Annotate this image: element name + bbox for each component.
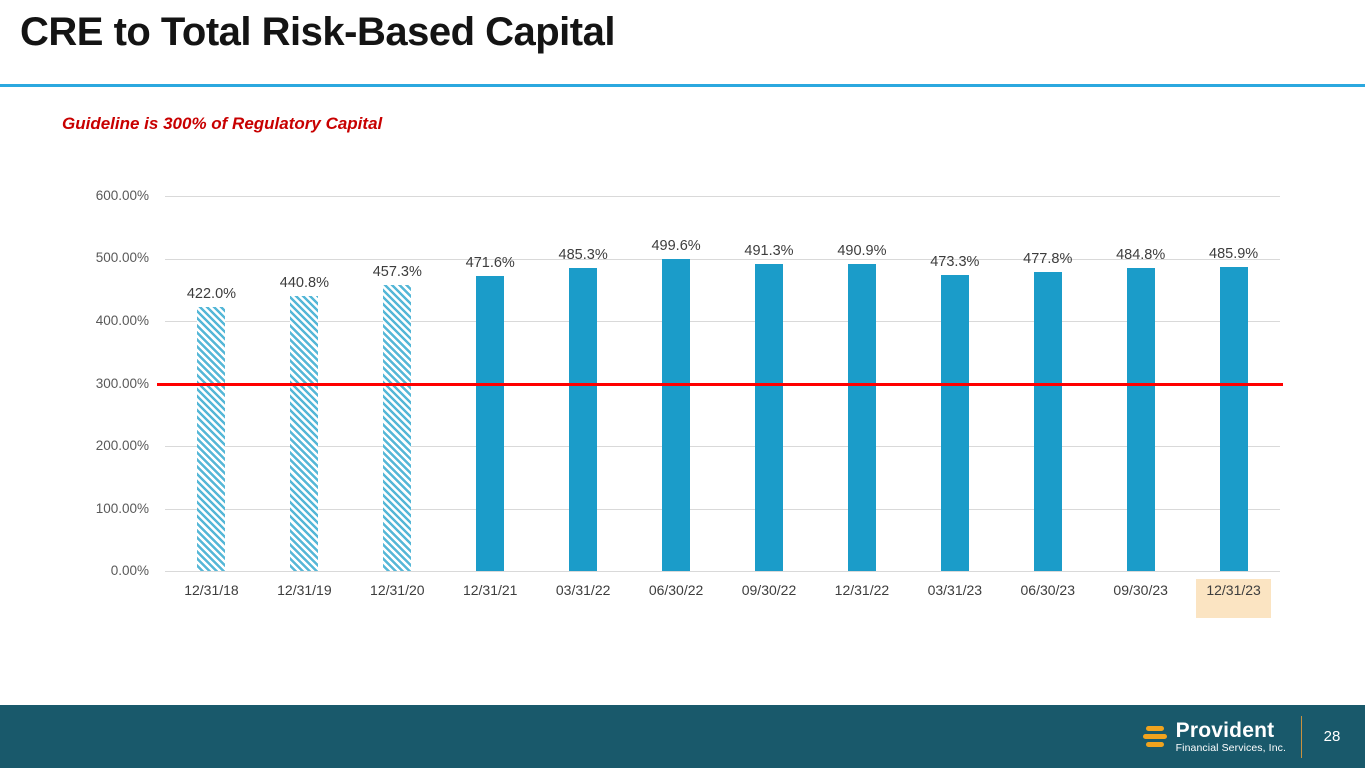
x-axis-label: 03/31/22 [555,582,611,598]
bar-value-label: 491.3% [744,242,794,259]
bar [754,263,783,571]
x-axis: 12/31/18 12/31/19 12/31/20 12/31/21 03/31/22… [165,579,1280,618]
bar-group: 477.8% [1001,196,1094,571]
bars: 422.0% 440.8% 457.3% 471.6% 485.3% 499.6% 491.… [165,196,1280,571]
title-divider [0,84,1365,87]
gridline [165,508,1280,510]
x-axis-slot: 09/30/22 [723,582,816,600]
x-axis-slot: 03/31/23 [908,582,1001,600]
bar-group: 485.9% [1187,196,1280,571]
y-tick-label: 200.00% [95,437,149,453]
provident-logo-text: Provident Financial Services, Inc. [1176,720,1286,754]
bar [662,258,691,571]
y-tick-label: 400.00% [95,312,149,328]
x-axis-slot: 12/31/23 [1187,579,1280,618]
guideline-300-line [157,382,1283,386]
x-axis-slot: 12/31/22 [815,582,908,600]
gridline [165,258,1280,260]
x-axis-label: 12/31/18 [184,582,239,598]
bar [197,307,226,571]
bar-group: 473.3% [908,196,1001,571]
footer: Provident Financial Services, Inc. 28 [0,705,1365,768]
y-tick-label: 300.00% [95,375,149,391]
bar-group: 485.3% [537,196,630,571]
x-axis-slot: 12/31/18 [165,582,258,600]
x-axis-slot: 12/31/19 [258,582,351,600]
bar-value-label: 484.8% [1116,247,1166,263]
bar [383,285,412,571]
bar-group: 484.8% [1094,196,1187,571]
x-axis-label: 03/31/23 [927,582,983,598]
bar-value-label: 490.9% [837,243,887,260]
x-axis-label: 09/30/22 [741,582,797,598]
gridline [165,571,1280,572]
x-axis-label: 09/30/23 [1113,582,1168,598]
x-axis-slot: 12/31/21 [444,582,537,600]
bar-group: 457.3% [351,196,444,571]
gridline [165,196,1280,197]
x-axis-slot: 06/30/23 [1001,582,1094,600]
gridline [165,446,1280,447]
x-axis-label: 12/31/21 [462,582,518,598]
x-axis-label: 06/30/23 [1020,582,1076,598]
x-axis-label-highlighted: 12/31/23 [1196,579,1271,618]
x-axis-slot: 12/31/20 [351,582,444,600]
guideline-note: Guideline is 300% of Regulatory Capital [62,114,383,133]
bar [847,264,876,571]
y-tick-label: 500.00% [95,250,149,266]
page-title: CRE to Total Risk-Based Capital [20,10,615,54]
bar-group: 440.8% [258,196,351,571]
footer-divider [1301,715,1302,758]
logo-subtext: Financial Services, Inc. [1175,741,1286,754]
x-axis-label: 12/31/20 [370,582,425,598]
x-axis-slot: 03/31/22 [537,582,630,600]
bar [476,276,505,571]
bar-value-label: 440.8% [279,274,329,291]
bar-value-label: 485.9% [1209,246,1259,263]
y-tick-label: 100.00% [95,500,149,516]
bar-group: 499.6% [630,196,723,571]
bar-value-label: 477.8% [1023,251,1073,268]
bar-group: 422.0% [165,196,258,571]
bar-value-label: 457.3% [372,264,422,281]
bar [1033,272,1062,571]
bar-value-label: 471.6% [465,255,515,272]
plot-area: 422.0% 440.8% 457.3% 471.6% 485.3% 499.6% 491.… [157,196,1283,572]
y-tick-label: 600.00% [95,188,149,203]
y-tick-label: 0.00% [110,563,149,578]
bar [569,267,598,571]
bar [940,275,969,571]
provident-logo: Provident Financial Services, Inc. [1141,720,1286,754]
y-axis: 600.00% 500.00% 400.00% 300.00% 200.00% 100.0… [55,188,155,578]
bar-value-label: 499.6% [651,237,701,254]
bar-value-label: 473.3% [930,254,980,271]
x-axis-slot: 06/30/22 [630,582,723,600]
x-axis-label: 06/30/22 [648,582,704,598]
bar [1219,267,1248,571]
provident-logo-icon [1142,725,1167,747]
x-axis-slot: 09/30/23 [1094,582,1187,600]
logo-name: Provident [1175,718,1275,742]
x-axis-label: 12/31/22 [834,582,890,598]
x-axis-label: 12/31/19 [277,582,332,598]
bar [1126,268,1155,571]
bar-group: 490.9% [815,196,908,571]
gridline [165,321,1280,322]
bar-group: 471.6% [444,196,537,571]
bar-group: 491.3% [723,196,816,571]
page-number: 28 [1323,728,1341,745]
bar [290,295,319,571]
bar-value-label: 485.3% [558,246,608,263]
bar-value-label: 422.0% [186,286,237,303]
